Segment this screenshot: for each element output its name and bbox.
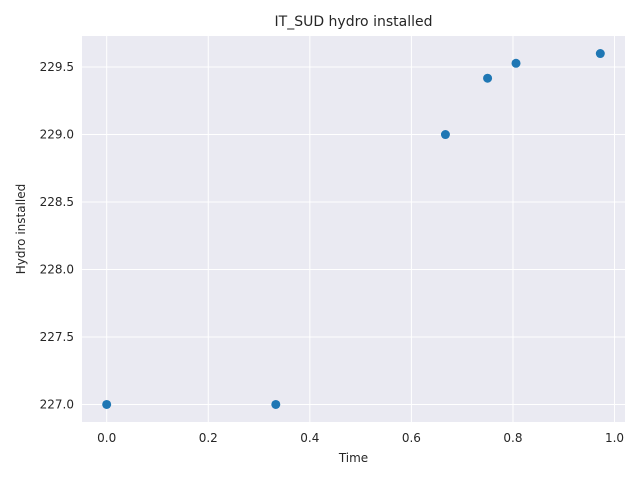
data-point (511, 58, 521, 68)
grid-lines (82, 36, 625, 422)
y-tick-label: 228.0 (40, 262, 74, 276)
y-tick-label: 228.5 (40, 195, 74, 209)
y-tick-labels: 227.0 227.5 228.0 228.5 229.0 229.5 (40, 60, 74, 411)
x-tick-label: 1.0 (605, 431, 624, 445)
y-axis-label: Hydro installed (14, 184, 28, 275)
y-tick-label: 229.5 (40, 60, 74, 74)
x-tick-label: 0.2 (199, 431, 218, 445)
x-tick-label: 0.6 (402, 431, 421, 445)
data-point (102, 399, 112, 409)
x-tick-labels: 0.0 0.2 0.4 0.6 0.8 1.0 (97, 431, 624, 445)
data-point (483, 73, 493, 83)
data-point (271, 399, 281, 409)
x-tick-label: 0.4 (300, 431, 319, 445)
x-tick-label: 0.0 (97, 431, 116, 445)
data-points (102, 49, 605, 409)
y-tick-label: 227.0 (40, 397, 74, 411)
data-point (440, 130, 450, 140)
x-axis-label: Time (338, 451, 368, 465)
y-tick-label: 229.0 (40, 128, 74, 142)
y-tick-label: 227.5 (40, 330, 74, 344)
x-tick-label: 0.8 (503, 431, 522, 445)
data-point (595, 49, 605, 59)
chart-title: IT_SUD hydro installed (275, 14, 433, 30)
plot-area (82, 36, 625, 422)
